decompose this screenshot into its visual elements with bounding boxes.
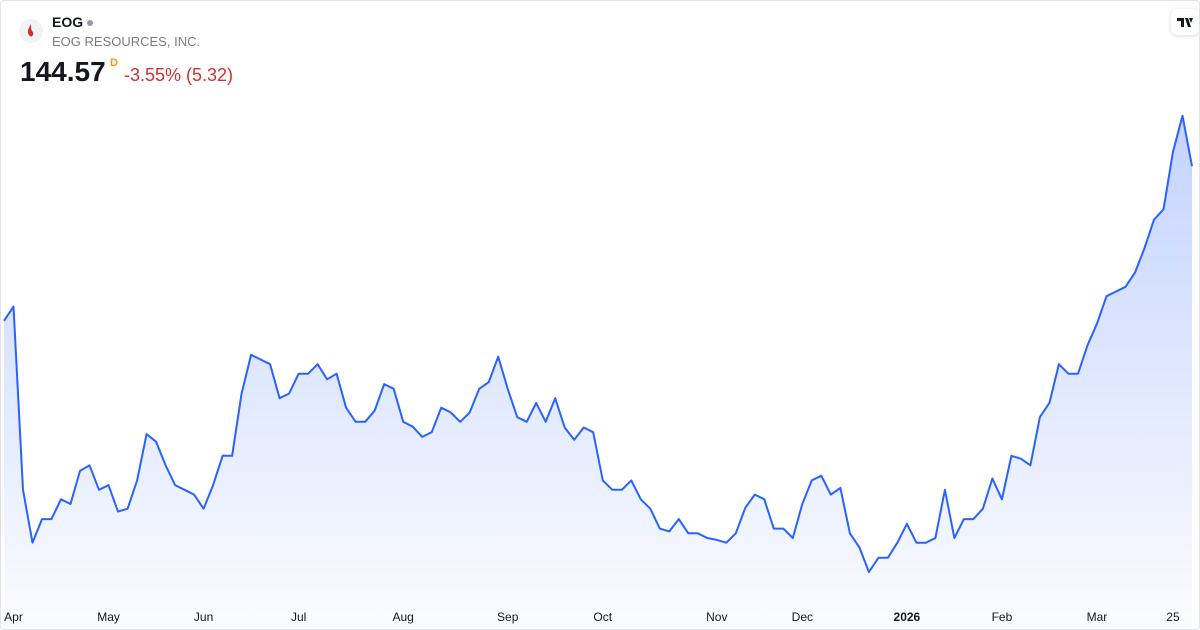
x-tick-label: Apr <box>4 610 23 624</box>
last-price: 144.57 <box>20 56 106 87</box>
area-fill <box>4 115 1192 629</box>
x-tick-label: Jul <box>291 610 306 624</box>
price-change: -3.55% (5.32) <box>124 65 234 85</box>
x-tick-label: Oct <box>593 610 612 624</box>
x-tick-label: Feb <box>992 610 1013 624</box>
tradingview-logo[interactable] <box>1171 9 1199 35</box>
x-tick-label: Jun <box>194 610 213 624</box>
x-tick-label: 2026 <box>894 610 921 624</box>
x-tick-label: 25 <box>1166 610 1180 624</box>
tv-icon <box>1177 18 1193 27</box>
company-logo <box>19 19 43 43</box>
x-tick-label: Dec <box>792 610 813 624</box>
x-tick-label: Aug <box>392 610 413 624</box>
x-tick-label: Sep <box>497 610 519 624</box>
x-tick-label: May <box>97 610 120 624</box>
status-dot <box>87 20 94 27</box>
x-tick-label: Mar <box>1087 610 1108 624</box>
interval: D <box>110 57 118 69</box>
ticker-text: EOG <box>52 14 84 30</box>
company-name: EOG RESOURCES, INC. <box>52 34 201 49</box>
price-line <box>3 114 1193 573</box>
logo-icon <box>27 24 34 37</box>
x-tick-label: Nov <box>706 610 727 624</box>
ticker: EOG <box>52 14 94 30</box>
